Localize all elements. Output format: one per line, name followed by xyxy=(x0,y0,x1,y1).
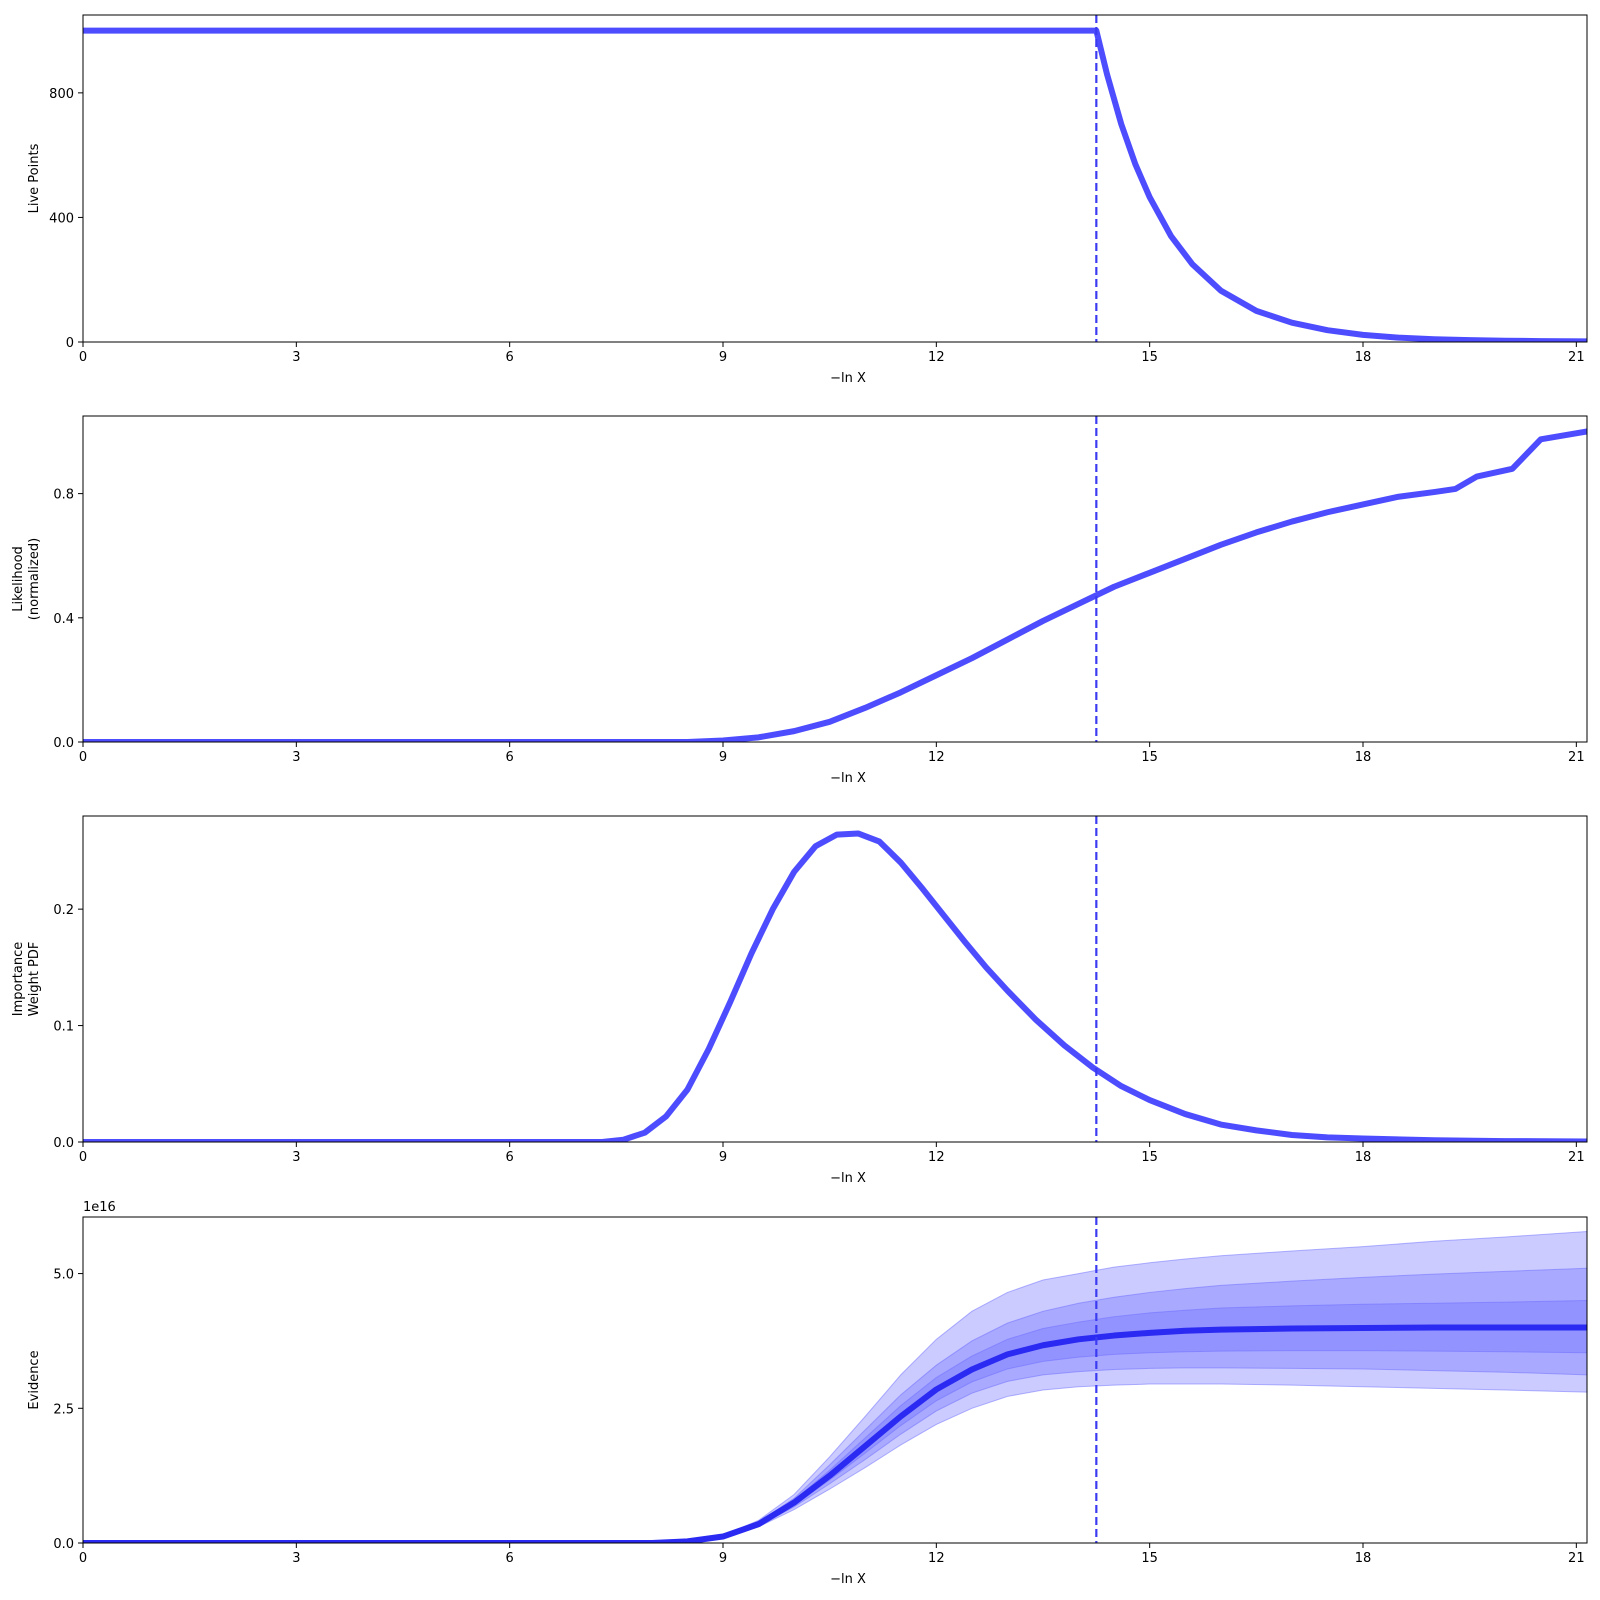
axes-frame xyxy=(82,1216,1588,1544)
y-tick-label: 800 xyxy=(49,87,74,102)
x-tick-label: 15 xyxy=(1141,350,1158,365)
x-tick-label: 0 xyxy=(79,1551,87,1566)
y-tick-label: 5.0 xyxy=(53,1268,74,1283)
y-tick-label: 0.0 xyxy=(53,736,74,751)
x-tick-label: 6 xyxy=(506,1551,514,1566)
y-axis-label-line: Weight PDF xyxy=(27,942,42,1017)
x-tick-label: 21 xyxy=(1568,350,1585,365)
x-axis-label: −ln X xyxy=(830,1171,866,1186)
x-tick-label: 12 xyxy=(928,750,945,765)
x-tick-label: 21 xyxy=(1568,750,1585,765)
x-tick-label: 0 xyxy=(79,350,87,365)
x-tick-label: 3 xyxy=(292,350,300,365)
y-tick-label: 0 xyxy=(66,336,74,351)
evidence-band-1 xyxy=(83,1231,1587,1543)
x-tick-label: 12 xyxy=(928,1150,945,1165)
x-axis-label: −ln X xyxy=(830,771,866,786)
axes-frame xyxy=(82,415,1588,743)
x-tick-label: 9 xyxy=(719,750,727,765)
x-tick-label: 3 xyxy=(292,1551,300,1566)
x-tick-label: 18 xyxy=(1355,750,1372,765)
y-axis-label-line: Importance xyxy=(11,942,26,1017)
x-tick-label: 18 xyxy=(1355,1150,1372,1165)
x-tick-label: 6 xyxy=(506,1150,514,1165)
x-tick-label: 3 xyxy=(292,750,300,765)
plot-area xyxy=(83,830,1587,1142)
y-tick-label: 0.0 xyxy=(53,1136,74,1151)
series-line-1 xyxy=(83,27,1587,342)
y-tick-label: 0.0 xyxy=(53,1537,74,1552)
x-tick-label: 15 xyxy=(1141,1551,1158,1566)
x-tick-label: 6 xyxy=(506,750,514,765)
y-axis-label-line: Likelihood xyxy=(11,546,26,612)
x-tick-label: 9 xyxy=(719,1551,727,1566)
y-axis-label: Live Points xyxy=(27,143,42,213)
y-axis-label: Evidence xyxy=(27,1350,42,1409)
plot-area xyxy=(83,1231,1587,1543)
y-tick-label: 0.1 xyxy=(53,1020,74,1035)
x-tick-label: 9 xyxy=(719,350,727,365)
y-tick-label: 0.2 xyxy=(53,903,74,918)
x-tick-label: 18 xyxy=(1355,350,1372,365)
x-tick-label: 12 xyxy=(928,350,945,365)
x-tick-label: 3 xyxy=(292,1150,300,1165)
x-tick-label: 6 xyxy=(506,350,514,365)
axes-frame xyxy=(82,14,1588,343)
x-tick-label: 21 xyxy=(1568,1150,1585,1165)
x-tick-label: 0 xyxy=(79,750,87,765)
y-axis-label: Importance Weight PDF xyxy=(11,942,42,1017)
x-axis-label: −ln X xyxy=(830,1572,866,1587)
plot-area xyxy=(83,428,1587,742)
y-tick-label: 0.4 xyxy=(53,612,74,627)
y-tick-label: 400 xyxy=(49,211,74,226)
x-tick-label: 12 xyxy=(928,1551,945,1566)
y-axis-label-line: Evidence xyxy=(27,1350,42,1409)
x-axis-label: −ln X xyxy=(830,371,866,386)
panel-4: 0 3 6 9 12 15 18 21 0.0 2.5 5.0 1e16 −ln X Evidence xyxy=(27,1200,1588,1587)
x-tick-label: 18 xyxy=(1355,1551,1372,1566)
panel-1: 0 3 6 9 12 15 18 21 0 400 800 −ln X Live Points xyxy=(27,14,1588,386)
series-line-1 xyxy=(83,830,1587,1142)
panel-2: 0 3 6 9 12 15 18 21 0.0 0.4 0.8 −ln X Likelihood (nor… xyxy=(11,415,1588,786)
series-line-1 xyxy=(83,428,1587,742)
axes-frame xyxy=(82,815,1588,1143)
x-tick-label: 9 xyxy=(719,1150,727,1165)
x-tick-label: 15 xyxy=(1141,750,1158,765)
y-tick-label: 2.5 xyxy=(53,1402,74,1417)
x-tick-label: 21 xyxy=(1568,1551,1585,1566)
plot-area xyxy=(83,27,1587,342)
y-axis-label: Likelihood (normalized) xyxy=(11,538,42,620)
evidence-band-2 xyxy=(83,1267,1587,1543)
x-tick-label: 0 xyxy=(79,1150,87,1165)
x-tick-label: 15 xyxy=(1141,1150,1158,1165)
panel-3: 0 3 6 9 12 15 18 21 0.0 0.1 0.2 −ln X Importance Weig… xyxy=(11,815,1588,1186)
series-line-1 xyxy=(83,1324,1587,1543)
y-axis-label-line: Live Points xyxy=(27,143,42,213)
y-offset-text: 1e16 xyxy=(83,1200,116,1215)
y-tick-label: 0.8 xyxy=(53,488,74,503)
evidence-band-3 xyxy=(83,1300,1587,1543)
y-axis-label-line: (normalized) xyxy=(27,538,42,620)
